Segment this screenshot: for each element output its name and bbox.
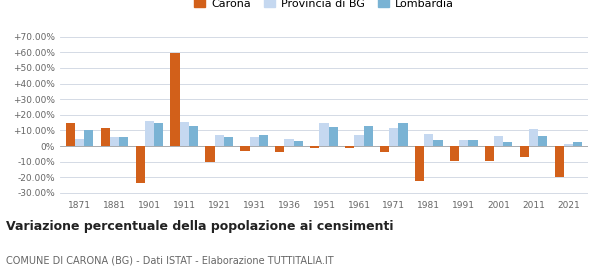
Bar [494,136,503,146]
Bar [188,126,198,146]
Bar [346,146,355,148]
Bar [84,130,93,146]
Text: COMUNE DI CARONA (BG) - Dati ISTAT - Elaborazione TUTTITALIA.IT: COMUNE DI CARONA (BG) - Dati ISTAT - Ela… [6,255,334,265]
Bar [65,123,74,146]
Bar [433,140,443,146]
Bar [329,127,338,146]
Bar [520,146,529,157]
Bar [460,140,469,146]
Bar [74,139,84,146]
Bar [215,135,224,146]
Bar [179,122,188,146]
Bar [101,128,110,146]
Bar [241,146,250,151]
Bar [319,123,329,146]
Text: Variazione percentuale della popolazione ai censimenti: Variazione percentuale della popolazione… [6,220,394,233]
Bar [170,53,179,146]
Bar [564,144,574,146]
Bar [145,121,154,146]
Bar [380,146,389,152]
Bar [485,146,494,161]
Bar [154,123,163,146]
Bar [415,146,424,181]
Bar [389,128,398,146]
Bar [398,123,407,146]
Bar [364,126,373,146]
Bar [555,146,564,177]
Bar [538,136,547,146]
Bar [469,140,478,146]
Bar [503,142,512,146]
Bar [355,135,364,146]
Bar [224,137,233,146]
Bar [284,139,293,146]
Bar [119,137,128,146]
Bar [275,146,284,152]
Bar [205,146,215,162]
Bar [450,146,460,161]
Bar [310,146,319,148]
Bar [529,129,538,146]
Bar [259,135,268,146]
Bar [293,141,302,146]
Bar [424,134,433,146]
Legend: Carona, Provincia di BG, Lombardia: Carona, Provincia di BG, Lombardia [190,0,458,13]
Bar [574,142,583,146]
Bar [110,137,119,146]
Bar [136,146,145,183]
Bar [250,137,259,146]
